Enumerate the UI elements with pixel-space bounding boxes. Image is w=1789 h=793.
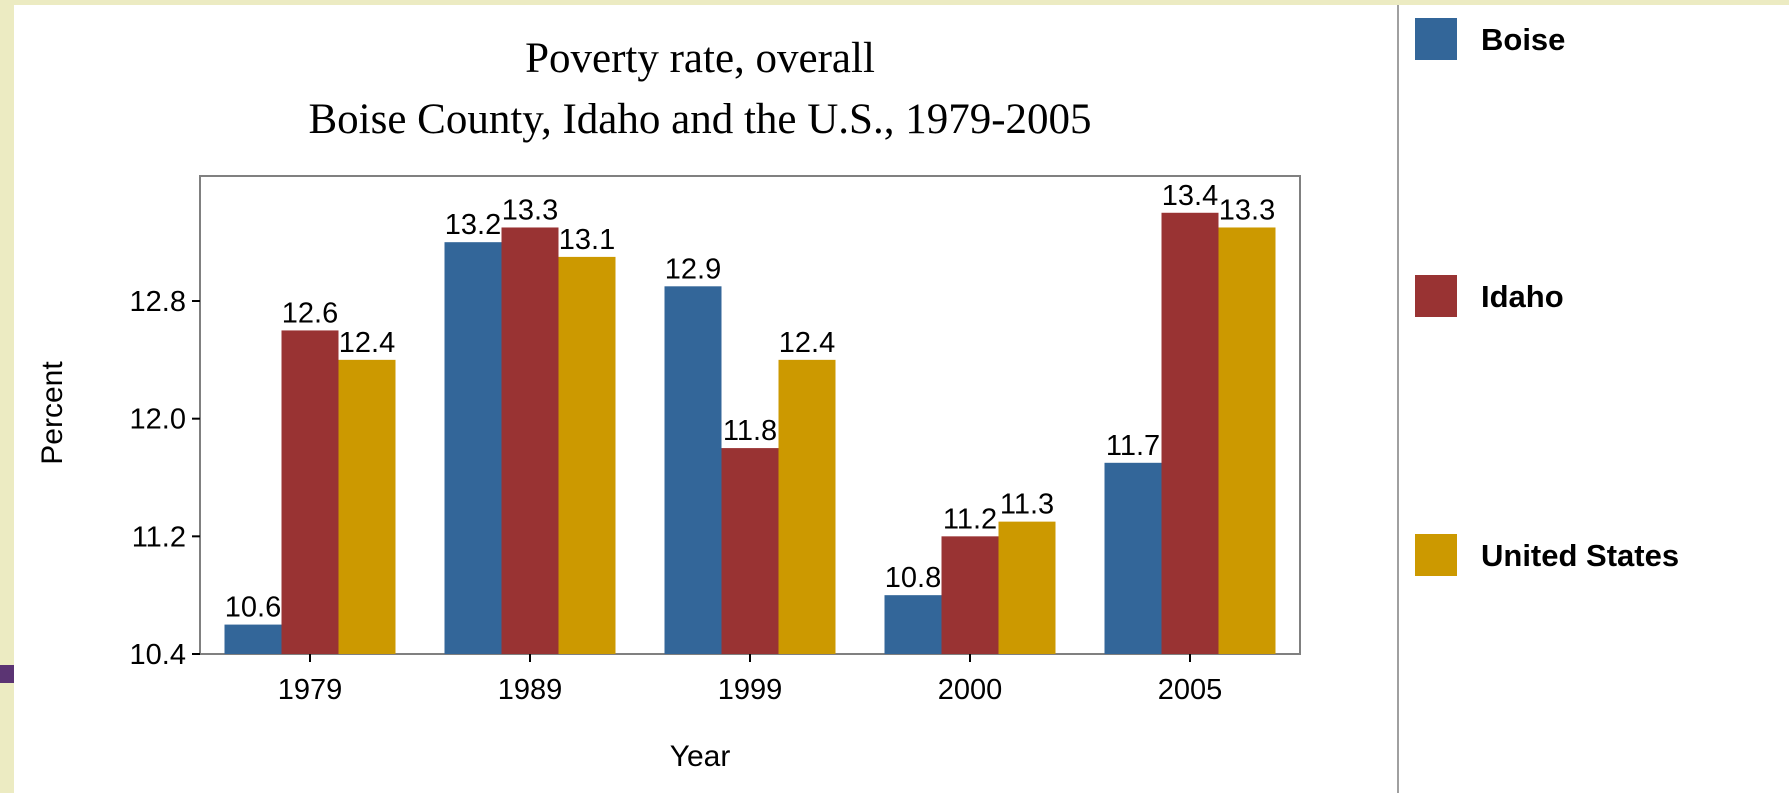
legend-item-united-states: United States [1415,534,1679,576]
x-tick-label: 1999 [718,674,783,706]
legend-label: Idaho [1481,279,1564,314]
bar-united-states-2000 [998,521,1056,654]
y-axis-label: Percent [36,361,69,465]
chart-title: Poverty rate, overall [525,35,875,82]
bar-united-states-1979 [338,359,396,654]
y-tick-label: 12.8 [130,286,186,318]
y-tick-label: 11.2 [132,521,186,553]
slide-accent-bar [0,665,14,683]
x-tick-label: 2005 [1158,674,1223,706]
value-labels: 10.612.612.413.2 13.313.112.911.812.410.8… [225,180,1275,624]
bars [224,212,1276,654]
x-axis: 1979 1989 1999 2000 2005 [278,654,1223,706]
x-tick-label: 1979 [278,674,343,706]
data-label: 12.4 [779,327,835,359]
data-label: 11.7 [1106,430,1160,462]
data-label: 12.4 [339,327,395,359]
legend-item-idaho: Idaho [1415,275,1564,317]
bar-boise-1999 [664,286,722,654]
legend-swatch [1415,534,1457,576]
x-axis-label: Year [670,740,731,773]
legend-swatch [1415,275,1457,317]
legend-item-boise: Boise [1415,18,1565,60]
y-tick-label: 12.0 [130,404,186,436]
legend-label: United States [1481,538,1679,573]
data-label: 13.3 [502,194,558,226]
data-label: 12.6 [282,297,338,329]
bar-idaho-2005 [1161,212,1219,654]
bar-boise-1989 [444,242,502,654]
bar-boise-1979 [224,624,282,654]
bar-boise-2005 [1104,462,1162,654]
x-tick-label: 2000 [938,674,1003,706]
data-label: 13.1 [559,224,615,256]
chart-subtitle: Boise County, Idaho and the U.S., 1979-2… [308,96,1091,143]
data-label: 10.8 [885,562,941,594]
bar-idaho-2000 [941,536,999,654]
bar-idaho-1979 [281,330,339,654]
legend-label: Boise [1481,22,1565,57]
y-axis: 10.4 11.2 12.0 12.8 [130,286,200,671]
data-label: 11.2 [943,503,997,535]
data-label: 11.3 [1000,489,1054,521]
x-tick-label: 1989 [498,674,563,706]
data-label: 13.3 [1219,194,1275,226]
data-label: 11.8 [723,415,777,447]
legend: Boise Idaho United States [1415,18,1679,576]
data-label: 10.6 [225,592,281,624]
data-label: 13.4 [1162,180,1218,212]
bar-united-states-2005 [1218,227,1276,654]
bar-united-states-1989 [558,256,616,654]
bar-idaho-1989 [501,227,559,654]
bar-united-states-1999 [778,359,836,654]
bar-idaho-1999 [721,448,779,654]
y-tick-label: 10.4 [130,639,186,671]
data-label: 13.2 [445,209,501,241]
data-label: 12.9 [665,253,721,285]
bar-boise-2000 [884,595,942,654]
legend-swatch [1415,18,1457,60]
